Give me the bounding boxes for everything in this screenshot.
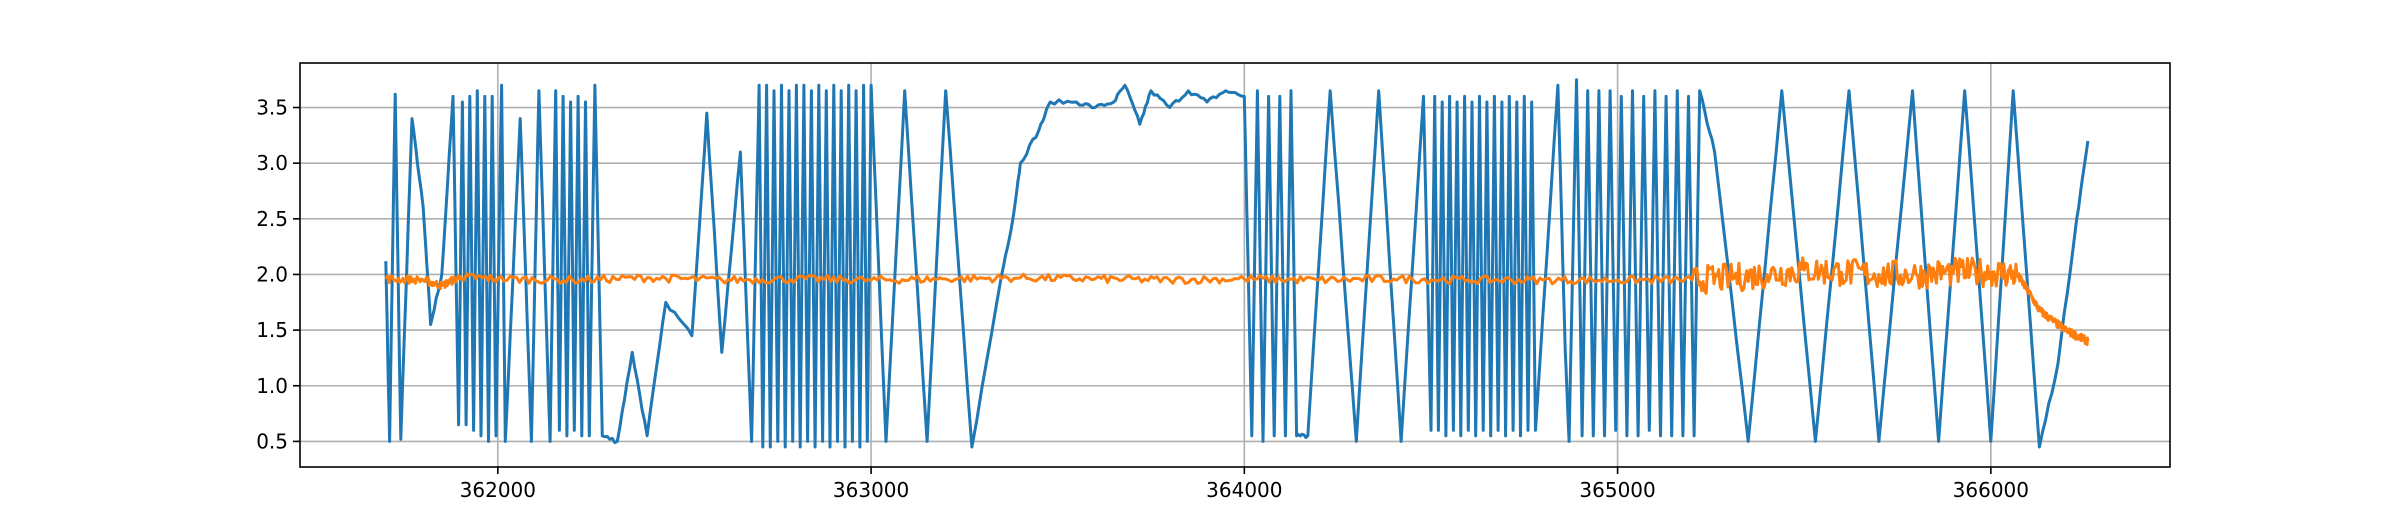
series-line [384,78,2090,449]
x-tick-label: 362000 [460,478,536,502]
x-tick-label: 364000 [1206,478,1282,502]
y-tick-label: 1.0 [256,374,288,398]
x-tick-label: 365000 [1579,478,1655,502]
series-line [384,256,2090,347]
axes-layer: 362000 363000 364000 365000 366000 0.5 1.0 1.5 2… [256,62,2171,502]
plot-frame [299,62,2171,468]
y-tick-label: 0.5 [256,429,288,453]
x-tick-label: 363000 [833,478,909,502]
grid-layer [300,63,2170,467]
y-tick-label: 2.5 [256,207,288,231]
y-tick-label: 2.0 [256,262,288,286]
series-layer [384,78,2090,449]
y-tick-label: 3.5 [256,96,288,120]
y-tick-label: 1.5 [256,318,288,342]
y-tick-label: 3.0 [256,151,288,175]
x-tick-label: 366000 [1953,478,2029,502]
